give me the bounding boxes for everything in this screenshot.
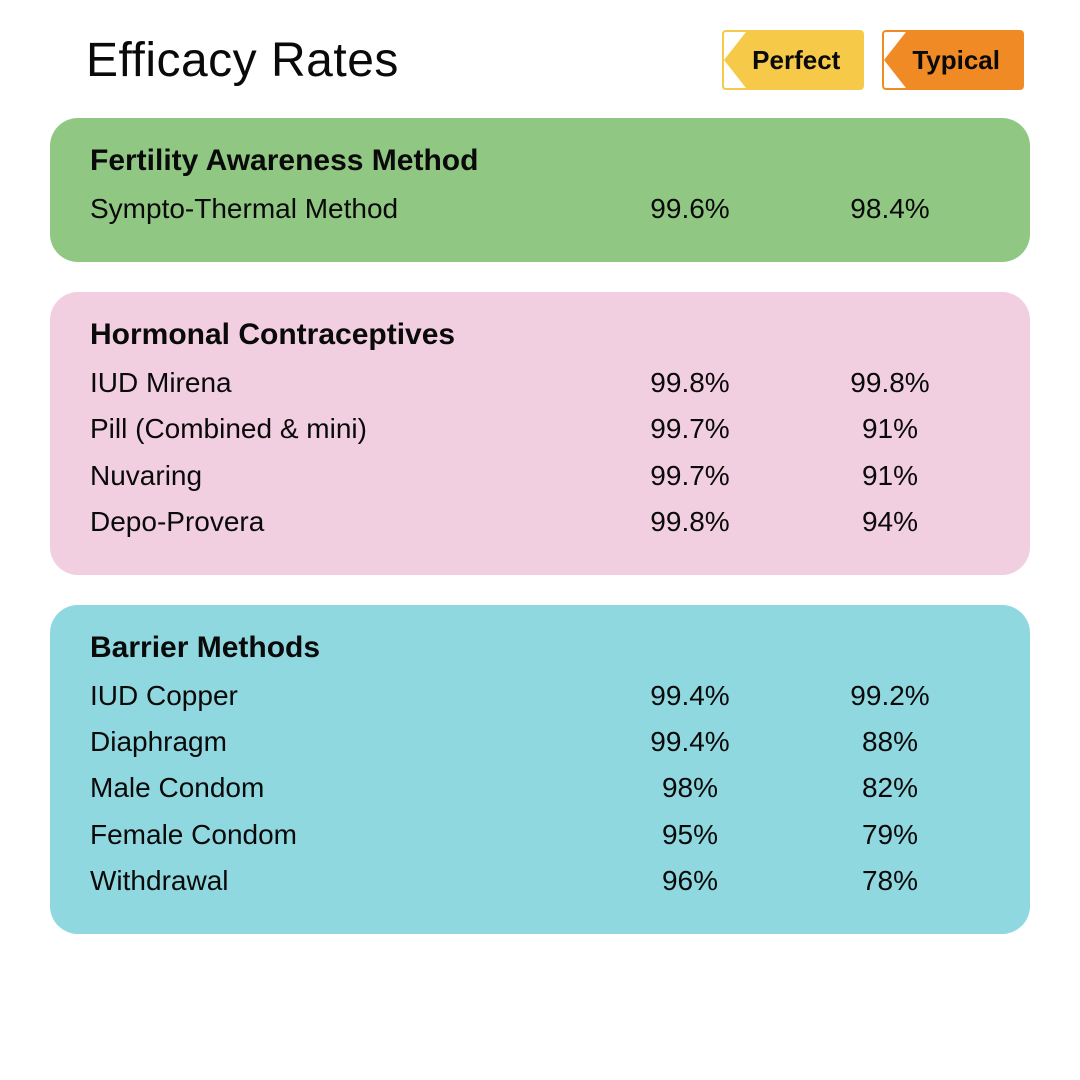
typical-value: 99.2% — [790, 673, 990, 719]
legend-perfect: Perfect — [722, 30, 864, 90]
typical-value: 94% — [790, 499, 990, 545]
typical-value: 88% — [790, 719, 990, 765]
legend-perfect-label: Perfect — [752, 45, 840, 76]
perfect-value: 95% — [590, 812, 790, 858]
typical-value: 91% — [790, 453, 990, 499]
table-row: Withdrawal96%78% — [90, 858, 990, 904]
method-name: IUD Copper — [90, 673, 590, 719]
legend: Perfect Typical — [722, 30, 1024, 90]
typical-value: 82% — [790, 765, 990, 811]
table-row: IUD Copper99.4%99.2% — [90, 673, 990, 719]
section-title: Hormonal Contraceptives — [90, 318, 990, 352]
arrow-left-icon — [724, 32, 746, 88]
perfect-value: 99.8% — [590, 360, 790, 406]
header-row: Efficacy Rates Perfect Typical — [50, 30, 1030, 90]
perfect-value: 99.6% — [590, 186, 790, 232]
perfect-value: 98% — [590, 765, 790, 811]
perfect-value: 99.4% — [590, 719, 790, 765]
method-name: Nuvaring — [90, 453, 590, 499]
table-row: Diaphragm99.4%88% — [90, 719, 990, 765]
method-name: IUD Mirena — [90, 360, 590, 406]
table-row: Female Condom95%79% — [90, 812, 990, 858]
typical-value: 98.4% — [790, 186, 990, 232]
table-row: Sympto-Thermal Method99.6%98.4% — [90, 186, 990, 232]
section-title: Fertility Awareness Method — [90, 144, 990, 178]
page-title: Efficacy Rates — [86, 33, 399, 88]
method-name: Withdrawal — [90, 858, 590, 904]
sections-container: Fertility Awareness Method Sympto-Thermal… — [50, 118, 1030, 934]
method-name: Diaphragm — [90, 719, 590, 765]
perfect-value: 99.4% — [590, 673, 790, 719]
table-row: IUD Mirena99.8%99.8% — [90, 360, 990, 406]
table-row: Nuvaring99.7%91% — [90, 453, 990, 499]
method-name: Depo-Provera — [90, 499, 590, 545]
method-name: Female Condom — [90, 812, 590, 858]
arrow-left-icon — [884, 32, 906, 88]
typical-value: 79% — [790, 812, 990, 858]
section-card: Fertility Awareness Method Sympto-Thermal… — [50, 118, 1030, 262]
method-name: Sympto-Thermal Method — [90, 186, 590, 232]
table-row: Male Condom98%82% — [90, 765, 990, 811]
section-card: Hormonal ContraceptivesIUD Mirena99.8%99… — [50, 292, 1030, 575]
method-name: Pill (Combined & mini) — [90, 406, 590, 452]
method-name: Male Condom — [90, 765, 590, 811]
legend-typical-label: Typical — [912, 45, 1000, 76]
section-title: Barrier Methods — [90, 631, 990, 665]
typical-value: 78% — [790, 858, 990, 904]
perfect-value: 99.7% — [590, 453, 790, 499]
perfect-value: 99.8% — [590, 499, 790, 545]
section-card: Barrier MethodsIUD Copper99.4%99.2%Diaph… — [50, 605, 1030, 934]
typical-value: 91% — [790, 406, 990, 452]
typical-value: 99.8% — [790, 360, 990, 406]
table-row: Pill (Combined & mini)99.7%91% — [90, 406, 990, 452]
legend-typical: Typical — [882, 30, 1024, 90]
perfect-value: 99.7% — [590, 406, 790, 452]
table-row: Depo-Provera99.8%94% — [90, 499, 990, 545]
perfect-value: 96% — [590, 858, 790, 904]
